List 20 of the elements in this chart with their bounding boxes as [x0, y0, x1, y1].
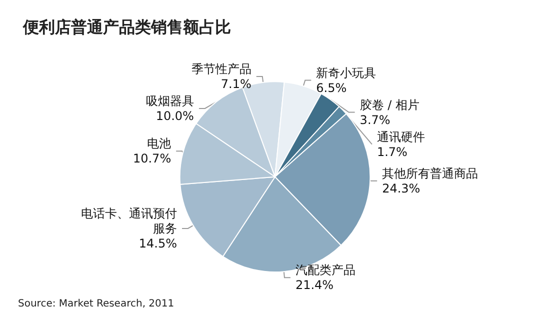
slice-label: 季节性产品	[191, 62, 252, 76]
chart-title: 便利店普通产品类销售额占比	[22, 18, 231, 36]
slice-label: 通讯硬件	[376, 130, 425, 144]
data-label: 3.7%	[360, 112, 390, 127]
source-note: Source: Market Research, 2011	[18, 298, 174, 310]
data-label: 1.7%	[376, 144, 408, 159]
data-label: 21.4%	[295, 278, 334, 292]
data-label: 6.5%	[316, 80, 347, 95]
data-label: 14.5%	[138, 236, 177, 250]
slice-label: 胶卷 / 相片	[360, 98, 420, 112]
data-label: 7.1%	[220, 76, 252, 91]
slice-label: 电池	[147, 136, 172, 151]
slice-label: 汽配类产品	[295, 263, 356, 278]
data-label: 10.7%	[132, 152, 172, 166]
slice-label: 新奇小玩具	[316, 66, 376, 80]
slice-label: 电话卡、通讯预付服务	[80, 206, 177, 236]
data-label: 10.0%	[156, 108, 194, 123]
data-label: 24.3%	[382, 181, 420, 196]
slice-label: 其他所有普通商品	[382, 166, 478, 180]
slice-label: 吸烟器具	[146, 94, 194, 108]
